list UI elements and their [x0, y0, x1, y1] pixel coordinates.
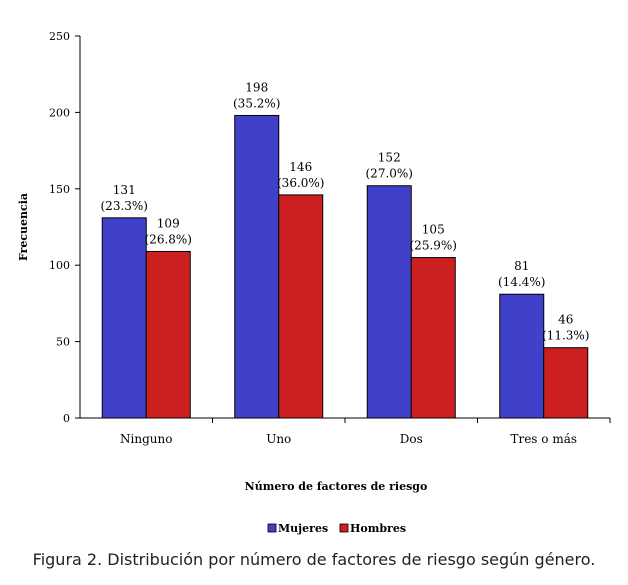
bar-value-label: 152 [378, 151, 401, 165]
bar-percent-label: (36.0%) [277, 176, 324, 190]
legend-label: Mujeres [278, 522, 328, 535]
bar-percent-label: (25.9%) [410, 239, 457, 253]
bar-chart: 0 50 100 150 200 250 131 (23.3%) 109 (26.8%) 198 (… [17, 30, 611, 535]
bar-mujeres [499, 293, 545, 419]
y-tick-label: 50 [56, 336, 70, 349]
legend: Mujeres Hombres [267, 522, 406, 535]
bar-percent-label: (26.8%) [145, 232, 192, 246]
x-category-label: Uno [266, 432, 291, 446]
bar-value-label: 109 [157, 216, 180, 230]
x-category-label: Ninguno [120, 432, 172, 446]
bar-mujeres [234, 114, 280, 419]
bar-hombres [543, 347, 589, 419]
bar-percent-label: (35.2%) [233, 96, 280, 110]
bar-percent-label: (11.3%) [542, 329, 589, 343]
bar-value-label: 46 [558, 313, 573, 327]
bar-value-label: 146 [289, 160, 312, 174]
figure-caption: Figura 2. Distribución por número de fac… [32, 550, 596, 569]
bar-percent-label: (23.3%) [101, 199, 148, 213]
bar-percent-label: (14.4%) [498, 275, 545, 289]
y-tick-label: 100 [49, 259, 70, 272]
bar-hombres [145, 250, 191, 419]
bar-mujeres [101, 217, 147, 419]
bar-mujeres [366, 185, 412, 419]
x-category-label: Dos [400, 432, 423, 446]
bar-value-label: 198 [245, 80, 268, 94]
bar-value-label: 131 [113, 183, 136, 197]
legend-swatch [339, 523, 349, 533]
legend-swatch [267, 523, 277, 533]
y-tick-label: 250 [49, 30, 70, 43]
x-category-label: Tres o más [510, 432, 577, 446]
y-tick-label: 200 [49, 106, 70, 119]
bar-percent-label: (27.0%) [366, 167, 413, 181]
bar-hombres [278, 194, 324, 419]
x-axis-title: Número de factores de riesgo [245, 480, 428, 493]
y-tick-label: 0 [63, 412, 70, 425]
bar-value-label: 105 [422, 223, 445, 237]
legend-label: Hombres [350, 522, 406, 535]
bar-hombres [410, 257, 456, 419]
bar-value-label: 81 [514, 259, 529, 273]
y-tick-label: 150 [49, 183, 70, 196]
y-axis-title: Frecuencia [17, 193, 30, 261]
